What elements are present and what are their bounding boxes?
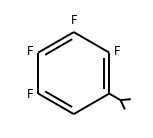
Text: F: F — [27, 45, 34, 58]
Text: F: F — [27, 88, 34, 101]
Text: F: F — [70, 14, 77, 27]
Text: F: F — [114, 45, 120, 58]
